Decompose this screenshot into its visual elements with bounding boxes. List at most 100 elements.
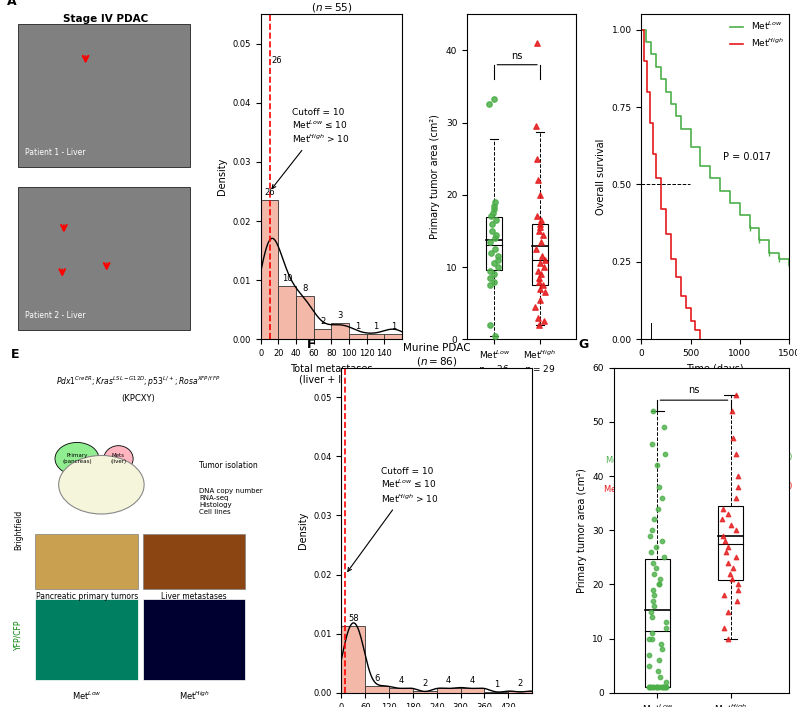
Point bbox=[489, 229, 502, 240]
Point bbox=[732, 481, 744, 493]
FancyBboxPatch shape bbox=[18, 187, 190, 329]
Met$^{High}$ bbox=[637, 25, 646, 34]
Point bbox=[651, 682, 664, 693]
Point bbox=[653, 579, 665, 590]
Y-axis label: Primary tumor area (cm²): Primary tumor area (cm²) bbox=[577, 468, 587, 592]
Met$^{Low}$ bbox=[685, 143, 695, 151]
Point bbox=[722, 541, 735, 552]
Met$^{Low}$ bbox=[676, 124, 685, 133]
Point bbox=[530, 243, 543, 255]
Point bbox=[717, 622, 730, 633]
Point bbox=[530, 211, 543, 222]
Point bbox=[659, 682, 672, 693]
Point bbox=[647, 568, 660, 579]
Point bbox=[643, 682, 656, 693]
Bar bbox=[332, 323, 349, 339]
Text: 1: 1 bbox=[373, 322, 379, 331]
Point bbox=[655, 535, 668, 547]
Point bbox=[484, 279, 497, 291]
Met$^{Low}$ bbox=[646, 50, 656, 59]
Ellipse shape bbox=[55, 443, 99, 475]
Text: DNA copy number
RNA-seq
Histology
Cell lines: DNA copy number RNA-seq Histology Cell l… bbox=[199, 488, 263, 515]
Point bbox=[720, 547, 732, 558]
Text: Tumor isolation: Tumor isolation bbox=[199, 461, 257, 469]
Point bbox=[729, 449, 742, 460]
Point bbox=[725, 405, 738, 416]
Text: Met$^{Low}$: Met$^{Low}$ bbox=[604, 453, 634, 466]
Point bbox=[487, 276, 500, 287]
Point bbox=[647, 557, 660, 568]
Point bbox=[534, 269, 547, 280]
Met$^{High}$ bbox=[671, 273, 681, 281]
Bar bbox=[645, 559, 670, 687]
X-axis label: Time (days): Time (days) bbox=[686, 363, 744, 373]
Point bbox=[484, 320, 497, 331]
Met$^{Low}$ bbox=[671, 112, 681, 121]
Met$^{High}$ bbox=[696, 335, 705, 344]
Point bbox=[531, 153, 544, 164]
Point bbox=[732, 579, 744, 590]
Point bbox=[483, 272, 496, 284]
Met$^{High}$ bbox=[685, 317, 695, 325]
Point bbox=[654, 573, 666, 585]
Met$^{Low}$ bbox=[705, 174, 715, 182]
Point bbox=[716, 514, 728, 525]
Point bbox=[532, 175, 544, 186]
Text: 4: 4 bbox=[470, 677, 475, 685]
Text: Cutoff = 10
Met$^{Low}$ ≤ 10
Met$^{High}$ > 10: Cutoff = 10 Met$^{Low}$ ≤ 10 Met$^{High}… bbox=[272, 107, 349, 188]
Text: 0: 0 bbox=[787, 482, 791, 491]
Point bbox=[538, 262, 551, 273]
Point bbox=[717, 503, 730, 514]
Met$^{Low}$ bbox=[755, 236, 764, 245]
Point bbox=[730, 389, 743, 400]
Text: Patient 2 - Liver: Patient 2 - Liver bbox=[25, 311, 85, 320]
Point bbox=[539, 287, 552, 298]
Point bbox=[532, 226, 545, 237]
Point bbox=[658, 421, 670, 433]
Text: Brightfield: Brightfield bbox=[14, 510, 23, 550]
Point bbox=[645, 547, 658, 558]
Point bbox=[532, 272, 545, 284]
Met$^{High}$ bbox=[639, 57, 649, 65]
Point bbox=[724, 568, 736, 579]
Point bbox=[489, 243, 501, 255]
Text: Patient 1 - Liver: Patient 1 - Liver bbox=[25, 148, 85, 157]
Y-axis label: Density: Density bbox=[297, 512, 308, 549]
Text: YFP/CFP: YFP/CFP bbox=[14, 619, 23, 650]
Point bbox=[536, 229, 549, 240]
Met$^{Low}$ bbox=[725, 199, 735, 207]
Text: $Pdx1^{CreER};Kras^{LSL-G12D};p53^{L/+};Rosa^{XFP/YFP}$: $Pdx1^{CreER};Kras^{LSL-G12D};p53^{L/+};… bbox=[56, 374, 220, 389]
Point bbox=[532, 265, 544, 276]
Text: 8: 8 bbox=[302, 284, 308, 293]
Point bbox=[529, 120, 542, 132]
FancyBboxPatch shape bbox=[18, 24, 190, 167]
Point bbox=[486, 218, 499, 229]
Point bbox=[654, 682, 666, 693]
Met$^{Low}$ bbox=[662, 88, 671, 96]
Point bbox=[642, 682, 655, 693]
Met$^{Low}$ bbox=[666, 100, 676, 108]
Point bbox=[656, 644, 669, 655]
Bar bbox=[278, 286, 296, 339]
Ellipse shape bbox=[104, 445, 133, 472]
Text: (KPCXY): (KPCXY) bbox=[121, 394, 155, 403]
Point bbox=[660, 677, 673, 688]
Bar bbox=[384, 334, 402, 339]
Text: 5: 5 bbox=[688, 482, 693, 491]
Point bbox=[485, 226, 498, 237]
Text: 2: 2 bbox=[320, 317, 325, 326]
Point bbox=[651, 460, 664, 471]
Point bbox=[658, 551, 670, 563]
Text: 25: 25 bbox=[636, 453, 646, 462]
Point bbox=[489, 197, 501, 208]
Point bbox=[653, 481, 665, 493]
Text: 30: 30 bbox=[636, 482, 646, 491]
Text: Liver metastases: Liver metastases bbox=[161, 592, 227, 601]
Point bbox=[645, 606, 658, 617]
Text: E: E bbox=[11, 348, 20, 361]
Point bbox=[646, 682, 659, 693]
Text: 10: 10 bbox=[282, 274, 292, 283]
Point bbox=[489, 330, 502, 341]
Point bbox=[650, 682, 662, 693]
Point bbox=[730, 492, 743, 503]
